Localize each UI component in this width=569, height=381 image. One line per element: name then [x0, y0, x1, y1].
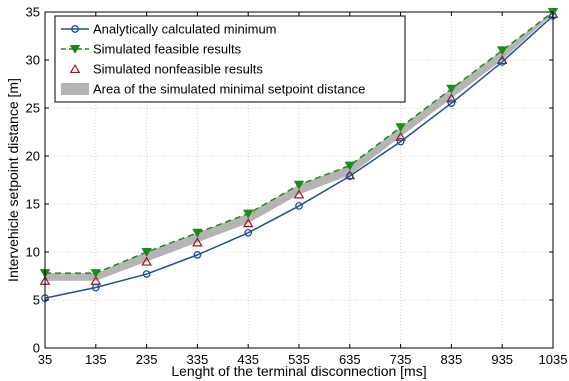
legend-label: Analytically calculated minimum [93, 22, 277, 37]
marker-triangle-down [395, 123, 406, 133]
marker-triangle-down [90, 269, 101, 278]
y-tick-label: 5 [33, 293, 40, 308]
y-tick-label: 30 [26, 53, 40, 68]
legend-label: Simulated feasible results [93, 42, 242, 57]
legend-label: Area of the simulated minimal setpoint d… [93, 82, 365, 97]
x-tick-label: 1035 [539, 352, 568, 367]
marker-circle [142, 270, 151, 278]
plot-frame [44, 11, 554, 349]
marker-circle [71, 25, 79, 33]
x-tick-label: 335 [187, 352, 209, 367]
marker-triangle-up [242, 218, 254, 228]
marker-circle [193, 251, 202, 259]
legend-item: Analytically calculated minimum [61, 22, 277, 37]
marker-circle [396, 137, 405, 146]
x-tick-label: 235 [136, 352, 158, 367]
series-line [44, 15, 554, 299]
x-tick-label: 735 [390, 352, 412, 367]
tick-labels: 35 135 235 335 435 535 635 735 835 935 1035 0 5 10 15 2… [26, 5, 568, 368]
legend-swatch [61, 83, 89, 95]
marker-circle [498, 58, 507, 66]
marker-triangle-down [497, 46, 508, 56]
y-axis-label: Intervehicle setpoint distance [m] [5, 78, 21, 282]
marker-triangle-down [344, 161, 355, 171]
marker-triangle-down [69, 45, 81, 54]
marker-triangle-down [243, 209, 254, 219]
marker-circle [91, 283, 100, 292]
legend-item: Simulated feasible results [61, 42, 242, 57]
x-tick-label: 135 [85, 352, 107, 367]
marker-triangle-down [446, 84, 457, 94]
marker-triangle-down [192, 228, 203, 238]
marker-triangle-up [192, 237, 203, 247]
marker-circle [447, 99, 456, 108]
legend-label: Simulated nonfeasible results [93, 62, 263, 77]
y-tick-label: 20 [26, 149, 40, 164]
marker-triangle-up [293, 189, 305, 199]
x-axis-label: Lenght of the terminal disconnection [ms… [171, 363, 426, 379]
y-tick-label: 35 [26, 5, 40, 20]
marker-circle [345, 172, 354, 181]
marker-triangle-down [293, 180, 305, 190]
y-tick-label: 15 [26, 197, 40, 212]
legend-item: Area of the simulated minimal setpoint d… [61, 82, 365, 97]
y-tick-label: 10 [26, 245, 40, 260]
y-tick-label: 25 [26, 101, 40, 116]
y-tick-label: 0 [33, 341, 40, 356]
marker-triangle-up [141, 256, 152, 266]
marker-triangle-up [446, 93, 457, 103]
x-tick-label: 835 [441, 352, 463, 367]
marker-circle [244, 228, 253, 237]
marker-triangle-up [69, 63, 81, 74]
marker-triangle-down [141, 247, 152, 257]
legend: Analytically calculated minimum Simulated… [54, 15, 406, 103]
legend-box [54, 15, 406, 103]
marker-triangle-up [395, 131, 406, 141]
marker-circle [295, 202, 303, 210]
x-tick-label: 535 [288, 352, 310, 367]
legend-item: Simulated nonfeasible results [69, 62, 263, 77]
x-tick-label: 435 [237, 352, 259, 367]
x-tick-label: 935 [491, 352, 513, 367]
x-tick-label: 35 [38, 352, 52, 367]
x-tick-label: 635 [339, 352, 361, 367]
